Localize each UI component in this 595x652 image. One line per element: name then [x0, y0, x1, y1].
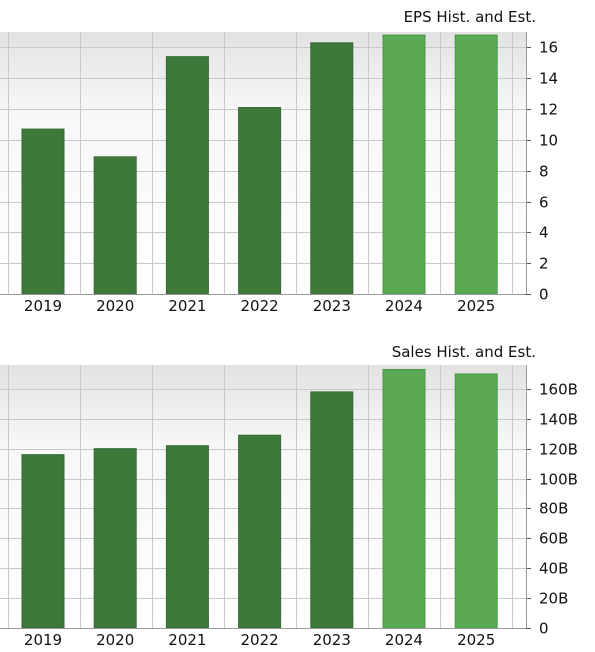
sales-x-tick-label: 2023: [313, 631, 351, 649]
sales-x-axis-labels: 2019 2020 2021 2022 2023 2024 2025: [24, 631, 495, 649]
sales-bar-2023: [310, 391, 354, 629]
sales-chart: Sales Hist. and Est. 0 20B 40B 60B 80B 100B 12…: [0, 343, 578, 649]
eps-x-tick-label: 2025: [457, 297, 495, 315]
eps-chart: EPS Hist. and Est. 0 2 4 6 8 10 12 14 16 2019 202…: [0, 8, 558, 315]
eps-bar-2021: [165, 56, 209, 295]
sales-x-tick-label: 2024: [385, 631, 423, 649]
eps-bar-2023: [310, 42, 354, 295]
sales-x-tick-label: 2022: [241, 631, 279, 649]
sales-y-tick-label: 20B: [539, 590, 568, 608]
eps-chart-title: EPS Hist. and Est.: [404, 8, 536, 26]
sales-x-tick-label: 2020: [96, 631, 134, 649]
eps-x-tick-label: 2023: [313, 297, 351, 315]
sales-y-tick-label: 0: [539, 620, 549, 638]
eps-y-tick-label: 0: [539, 286, 549, 304]
sales-chart-title: Sales Hist. and Est.: [392, 343, 536, 361]
sales-y-tick-label: 100B: [539, 471, 578, 489]
eps-x-tick-label: 2020: [96, 297, 134, 315]
eps-y-axis: 0 2 4 6 8 10 12 14 16: [0, 32, 558, 304]
eps-x-tick-label: 2024: [385, 297, 423, 315]
eps-y-tick-label: 12: [539, 101, 558, 119]
sales-bar-2024: [382, 368, 426, 629]
eps-y-tick-label: 4: [539, 224, 549, 242]
sales-bar-2019: [21, 454, 65, 629]
eps-x-axis-labels: 2019 2020 2021 2022 2023 2024 2025: [24, 297, 495, 315]
sales-y-tick-label: 40B: [539, 560, 568, 578]
sales-y-axis: 0 20B 40B 60B 80B 100B 120B 140B 160B: [0, 365, 578, 638]
eps-y-tick-label: 8: [539, 163, 549, 181]
eps-bar-2024: [382, 34, 426, 295]
eps-x-tick-label: 2021: [168, 297, 206, 315]
eps-y-tick-label: 2: [539, 255, 549, 273]
sales-bars: [21, 368, 498, 629]
eps-y-tick-label: 10: [539, 132, 558, 150]
sales-bar-2020: [93, 448, 137, 629]
sales-bar-2021: [165, 445, 209, 629]
eps-y-tick-label: 6: [539, 194, 549, 212]
eps-bar-2020: [93, 156, 137, 295]
eps-x-tick-label: 2022: [241, 297, 279, 315]
sales-y-tick-label: 60B: [539, 530, 568, 548]
sales-bar-2025: [454, 373, 498, 629]
sales-x-tick-label: 2025: [457, 631, 495, 649]
sales-y-tick-label: 120B: [539, 441, 578, 459]
sales-x-tick-label: 2019: [24, 631, 62, 649]
eps-bar-2019: [21, 128, 65, 295]
sales-y-tick-label: 80B: [539, 500, 568, 518]
eps-y-tick-label: 16: [539, 39, 558, 57]
eps-bar-2025: [454, 34, 498, 295]
sales-x-tick-label: 2021: [168, 631, 206, 649]
eps-bar-2022: [238, 107, 282, 295]
sales-y-tick-label: 160B: [539, 381, 578, 399]
sales-bar-2022: [238, 434, 282, 629]
sales-y-tick-label: 140B: [539, 411, 578, 429]
eps-y-tick-label: 14: [539, 70, 558, 88]
eps-bars: [21, 34, 498, 295]
eps-x-tick-label: 2019: [24, 297, 62, 315]
